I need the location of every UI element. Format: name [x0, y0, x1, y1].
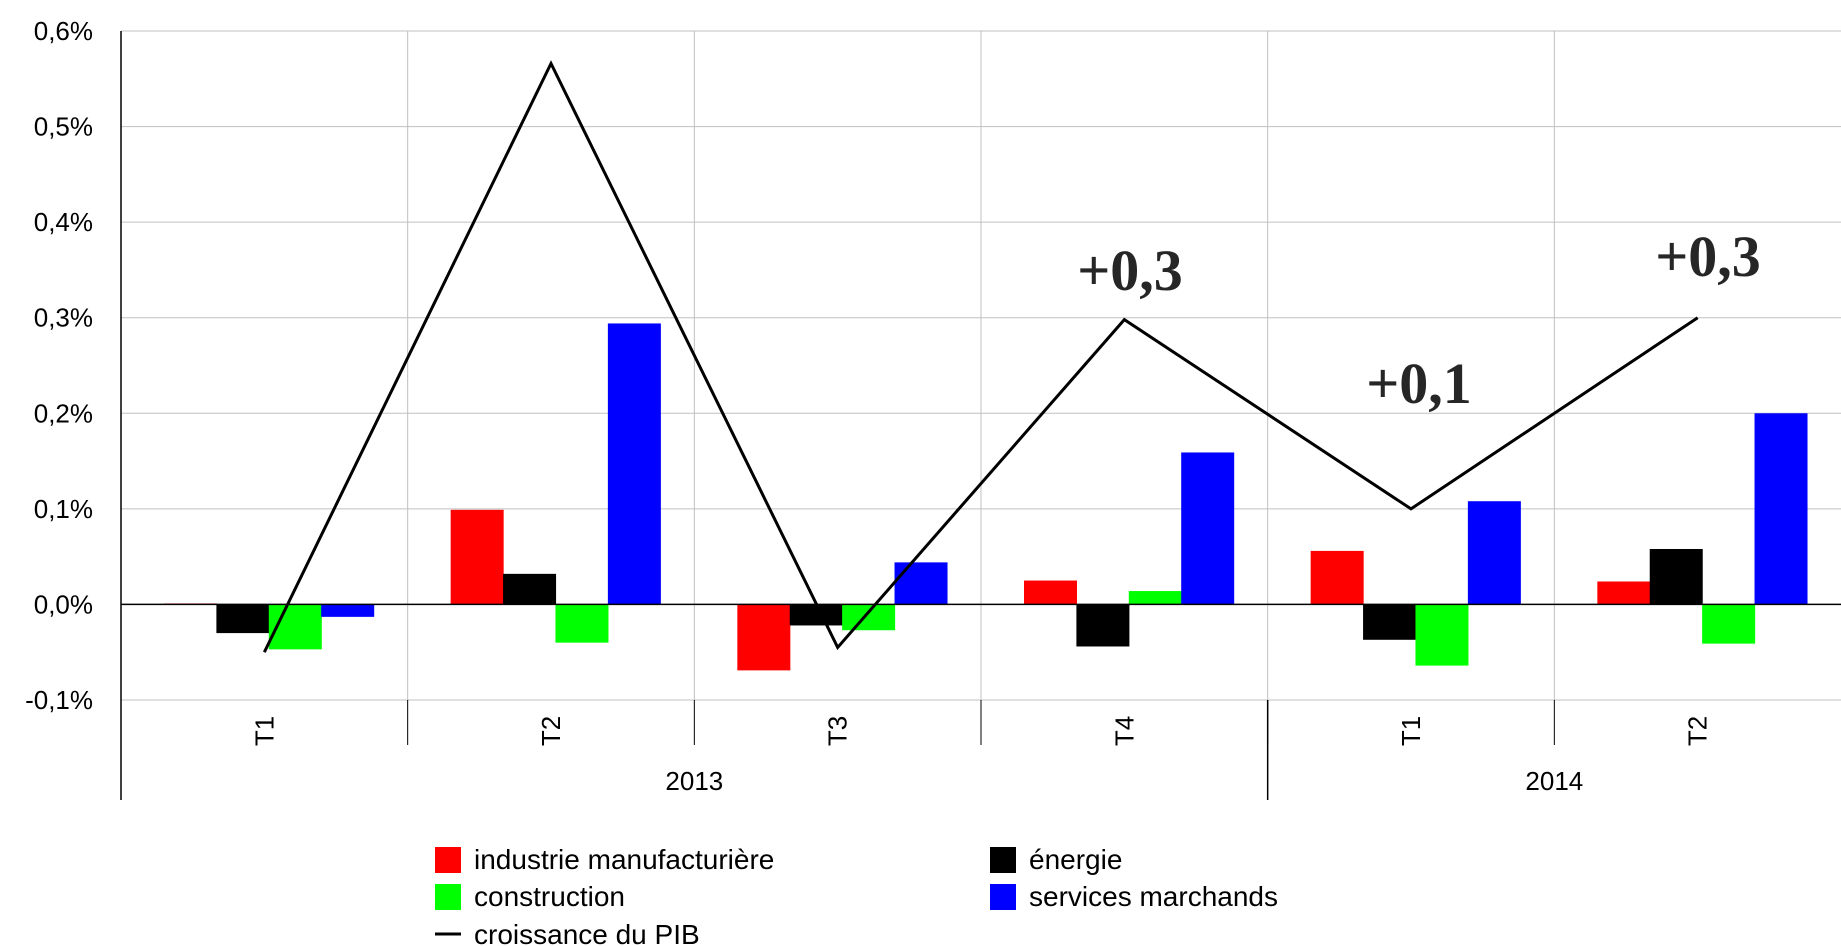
bar-energie-0: [216, 604, 270, 634]
legend-swatch-construction: [435, 884, 461, 910]
bar-services-5: [1754, 413, 1808, 605]
bar-industrie-2: [737, 604, 791, 671]
legend: industrie manufacturière énergie constru…: [435, 844, 1278, 946]
y-tick-label: 0,6%: [34, 16, 93, 46]
legend-label-construction: construction: [474, 881, 625, 912]
bar-industrie-3: [1024, 580, 1077, 605]
legend-label-pib: croissance du PIB: [474, 919, 700, 946]
category-label: T2: [1683, 716, 1713, 746]
x-tick-labels: 2013 2014 T1 T2 T3 T4 T1 T2: [249, 716, 1712, 796]
bar-energie-4: [1363, 604, 1417, 640]
category-label: T1: [249, 716, 279, 746]
y-tick-labels: -0,1% 0,0% 0,1% 0,2% 0,3% 0,4% 0,5% 0,6%: [25, 16, 93, 715]
legend-swatch-services: [990, 884, 1016, 910]
bar-industrie-4: [1310, 550, 1364, 605]
legend-label-energie: énergie: [1029, 844, 1122, 875]
bar-construction-2: [842, 604, 896, 631]
gdp-line-path: [262, 60, 1699, 653]
y-tick-label: 0,1%: [34, 494, 93, 524]
bar-construction-4: [1415, 604, 1469, 666]
bar-services-1: [607, 323, 661, 605]
bar-energie-5: [1649, 548, 1703, 605]
gridlines: [121, 30, 1841, 701]
year-label: 2014: [1525, 766, 1583, 796]
category-label: T1: [1396, 716, 1426, 746]
bars: [164, 323, 1808, 671]
y-tick-label: 0,2%: [34, 398, 93, 428]
bar-energie-3: [1076, 604, 1130, 647]
y-tick-label: 0,3%: [34, 303, 93, 333]
bar-energie-2: [789, 604, 843, 626]
bar-industrie-5: [1597, 581, 1651, 605]
y-tick-label: 0,5%: [34, 112, 93, 142]
gdp-line: [262, 60, 1699, 653]
category-label: T2: [536, 716, 566, 746]
y-tick-label: 0,4%: [34, 207, 93, 237]
annotation-t1-2014: +0,1: [1366, 351, 1472, 416]
bar-services-2: [894, 562, 948, 605]
bar-construction-1: [555, 604, 609, 643]
year-label: 2013: [665, 766, 723, 796]
legend-label-services: services marchands: [1029, 881, 1278, 912]
axes: [120, 31, 1841, 800]
category-label: T4: [1109, 716, 1139, 746]
legend-swatch-industrie: [435, 847, 461, 873]
annotation-t4-2013: +0,3: [1077, 238, 1183, 303]
y-tick-label: -0,1%: [25, 685, 93, 715]
legend-swatch-energie: [990, 847, 1016, 873]
category-label: T3: [823, 716, 853, 746]
bar-construction-3: [1128, 591, 1182, 605]
bar-construction-5: [1702, 604, 1756, 644]
bar-industrie-1: [450, 509, 504, 605]
annotation-t2-2014: +0,3: [1655, 224, 1761, 289]
bar-services-3: [1181, 452, 1235, 605]
y-tick-label: 0,0%: [34, 589, 93, 619]
bar-services-0: [321, 604, 375, 617]
bar-energie-1: [503, 573, 557, 605]
bar-services-4: [1467, 501, 1521, 605]
legend-label-industrie: industrie manufacturière: [474, 844, 774, 875]
